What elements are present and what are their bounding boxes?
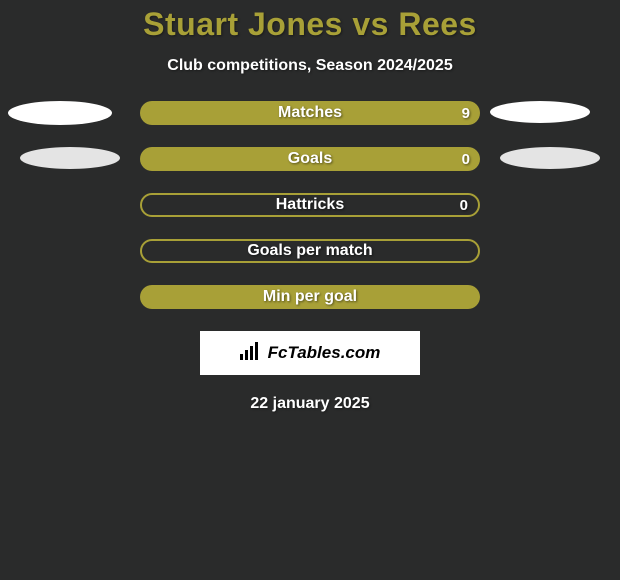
player-marker-ellipse — [8, 101, 112, 125]
page-title: Stuart Jones vs Rees — [0, 0, 620, 43]
logo-box: FcTables.com — [200, 331, 420, 375]
comparison-infographic: Stuart Jones vs Rees Club competitions, … — [0, 0, 620, 580]
date-line: 22 january 2025 — [0, 395, 620, 413]
stat-label: Goals — [288, 150, 332, 168]
player-marker-ellipse — [20, 147, 120, 169]
stat-row: Matches 9 — [140, 101, 480, 125]
stat-value-right: 9 — [462, 105, 470, 122]
stat-row: Hattricks 0 — [140, 193, 480, 217]
stat-label: Hattricks — [276, 196, 344, 214]
stat-rows: Matches 9 Goals 0 Hattricks 0 Goals per match M… — [140, 101, 480, 309]
stat-value-right: 0 — [462, 151, 470, 168]
stat-row: Goals 0 — [140, 147, 480, 171]
stat-row: Goals per match — [140, 239, 480, 263]
stat-value-right: 0 — [460, 197, 468, 214]
comparison-block: Matches 9 Goals 0 Hattricks 0 Goals per match M… — [0, 101, 620, 309]
page-subtitle: Club competitions, Season 2024/2025 — [0, 57, 620, 75]
player-marker-ellipse — [500, 147, 600, 169]
stat-row: Min per goal — [140, 285, 480, 309]
stat-label: Matches — [278, 104, 342, 122]
bar-chart-icon — [240, 342, 262, 365]
stat-label: Min per goal — [263, 288, 357, 306]
stat-label: Goals per match — [247, 242, 372, 260]
logo-text: FcTables.com — [268, 343, 381, 363]
player-marker-ellipse — [490, 101, 590, 123]
